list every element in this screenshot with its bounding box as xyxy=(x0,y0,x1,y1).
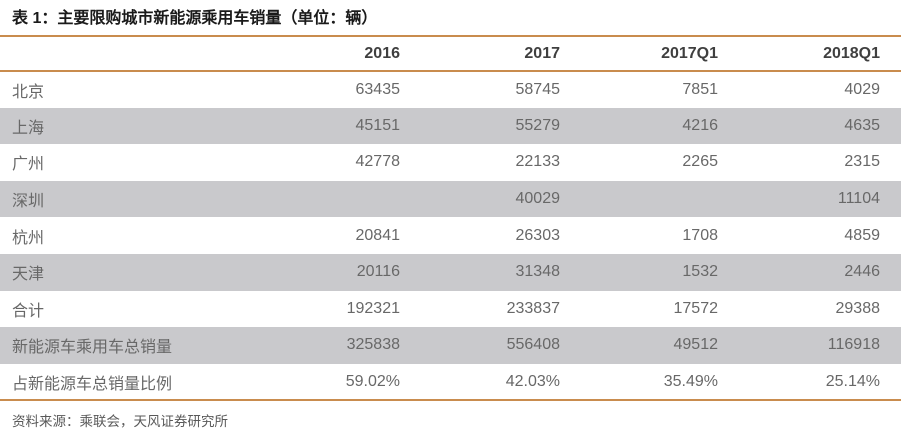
cell-value: 4859 xyxy=(844,226,880,244)
cell-value: 45151 xyxy=(355,116,401,134)
table-title: 表 1：主要限购城市新能源乘用车销量（单位：辆） xyxy=(0,0,901,37)
cell-value: 25.14% xyxy=(825,372,880,390)
table-body: 北京 63435 58745 7851 4029 上海 45151 55279 … xyxy=(0,71,901,401)
cell-value: 233837 xyxy=(506,299,560,317)
cell-value: 556408 xyxy=(506,336,560,354)
cell-value: 325838 xyxy=(346,336,400,354)
table-row-nev-total-sales: 新能源车乘用车总销量 325838 556408 49512 116918 xyxy=(0,327,901,364)
table-header: 2016 2017 2017Q1 2018Q1 xyxy=(0,37,901,72)
table-row-beijing: 北京 63435 58745 7851 4029 xyxy=(0,71,901,108)
cell-value: 4029 xyxy=(844,80,880,98)
header-row: 2016 2017 2017Q1 2018Q1 xyxy=(0,37,901,72)
cell-value: 20841 xyxy=(355,226,401,244)
column-header-2017: 2017 xyxy=(400,37,560,72)
cell-value xyxy=(560,181,718,218)
cell-value: 29388 xyxy=(835,299,881,317)
row-label: 合计 xyxy=(12,302,45,320)
column-header-2017q1: 2017Q1 xyxy=(560,37,718,72)
table-row-tianjin: 天津 20116 31348 1532 2446 xyxy=(0,253,901,291)
cell-value: 7851 xyxy=(682,80,718,98)
cell-value: 35.49% xyxy=(663,372,718,390)
row-label: 上海 xyxy=(12,119,45,137)
cell-value xyxy=(240,181,400,218)
column-header-2016: 2016 xyxy=(240,37,400,72)
column-header-city xyxy=(0,37,240,72)
row-label: 占新能源车总销量比例 xyxy=(12,375,173,393)
row-label: 广州 xyxy=(12,156,45,174)
cell-value: 4635 xyxy=(844,116,880,134)
table-row-total: 合计 192321 233837 17572 29388 xyxy=(0,291,901,328)
cell-value: 20116 xyxy=(356,263,400,281)
row-label: 杭州 xyxy=(12,229,45,247)
table-row-shenzhen: 深圳 40029 11104 xyxy=(0,180,901,218)
table-row-hangzhou: 杭州 20841 26303 1708 4859 xyxy=(0,217,901,254)
cell-value: 1708 xyxy=(682,226,718,244)
table-row-guangzhou: 广州 42778 22133 2265 2315 xyxy=(0,144,901,181)
cell-value: 17572 xyxy=(673,299,719,317)
cell-value: 2315 xyxy=(844,153,880,171)
cell-value: 22133 xyxy=(515,153,561,171)
cell-value: 59.02% xyxy=(345,372,400,390)
cell-value: 2446 xyxy=(844,263,880,281)
table-row-share-of-nev-sales: 占新能源车总销量比例 59.02% 42.03% 35.49% 25.14% xyxy=(0,364,901,401)
sales-data-table: 2016 2017 2017Q1 2018Q1 北京 63435 58745 7… xyxy=(0,37,901,401)
row-label: 深圳 xyxy=(12,193,45,211)
cell-value: 192321 xyxy=(346,299,400,317)
cell-value: 2265 xyxy=(682,153,718,171)
cell-value: 49512 xyxy=(673,336,719,354)
cell-value: 40029 xyxy=(515,190,561,208)
cell-value: 55279 xyxy=(515,116,561,134)
source-note: 资料来源：乘联会，天风证券研究所 xyxy=(12,414,228,430)
column-header-2018q1: 2018Q1 xyxy=(718,37,901,72)
cell-value: 116918 xyxy=(827,336,880,354)
cell-value: 63435 xyxy=(355,80,401,98)
cell-value: 42778 xyxy=(355,153,401,171)
row-label: 天津 xyxy=(12,266,45,284)
cell-value: 42.03% xyxy=(505,372,560,390)
cell-value: 1532 xyxy=(682,263,718,281)
cell-value: 26303 xyxy=(515,226,561,244)
cell-value: 11104 xyxy=(837,190,880,208)
cell-value: 58745 xyxy=(515,80,561,98)
row-label: 新能源车乘用车总销量 xyxy=(12,339,173,357)
cell-value: 31348 xyxy=(515,263,561,281)
cell-value: 4216 xyxy=(682,116,718,134)
row-label: 北京 xyxy=(12,83,45,101)
table-row-shanghai: 上海 45151 55279 4216 4635 xyxy=(0,107,901,145)
